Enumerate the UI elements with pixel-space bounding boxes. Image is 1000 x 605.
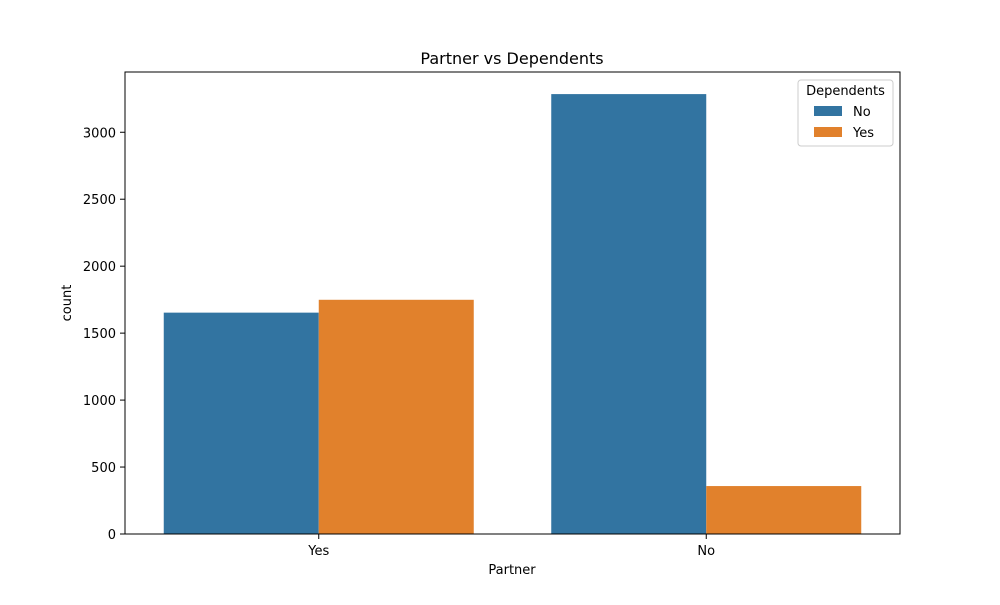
bars-layer [163, 94, 862, 535]
legend-label-yes: Yes [852, 126, 874, 141]
x-axis: Yes No [307, 534, 715, 559]
bar-yes-no [163, 312, 319, 534]
y-tick-label: 500 [91, 461, 116, 476]
legend-swatch-no [814, 106, 842, 116]
plot-frame [124, 71, 901, 535]
legend-title: Dependents [806, 84, 885, 99]
bar-yes-yes [318, 299, 474, 534]
legend-swatch-yes [814, 127, 842, 137]
y-tick-label: 3000 [83, 126, 116, 141]
y-tick-label: 0 [108, 528, 116, 543]
bar-no-no [551, 94, 707, 535]
y-tick-label: 2000 [83, 260, 116, 275]
y-axis-label: count [60, 285, 75, 322]
legend: Dependents No Yes [797, 79, 894, 147]
x-tick-label: No [697, 544, 715, 559]
chart-title: Partner vs Dependents [420, 49, 603, 68]
y-tick-label: 1500 [83, 327, 116, 342]
y-axis: 0 500 1000 1500 2000 2500 3000 [83, 126, 125, 543]
legend-label-no: No [853, 105, 871, 120]
x-tick-label: Yes [307, 544, 329, 559]
x-axis-label: Partner [488, 563, 536, 578]
y-tick-label: 2500 [83, 193, 116, 208]
y-tick-label: 1000 [83, 394, 116, 409]
bar-no-yes [706, 486, 862, 534]
